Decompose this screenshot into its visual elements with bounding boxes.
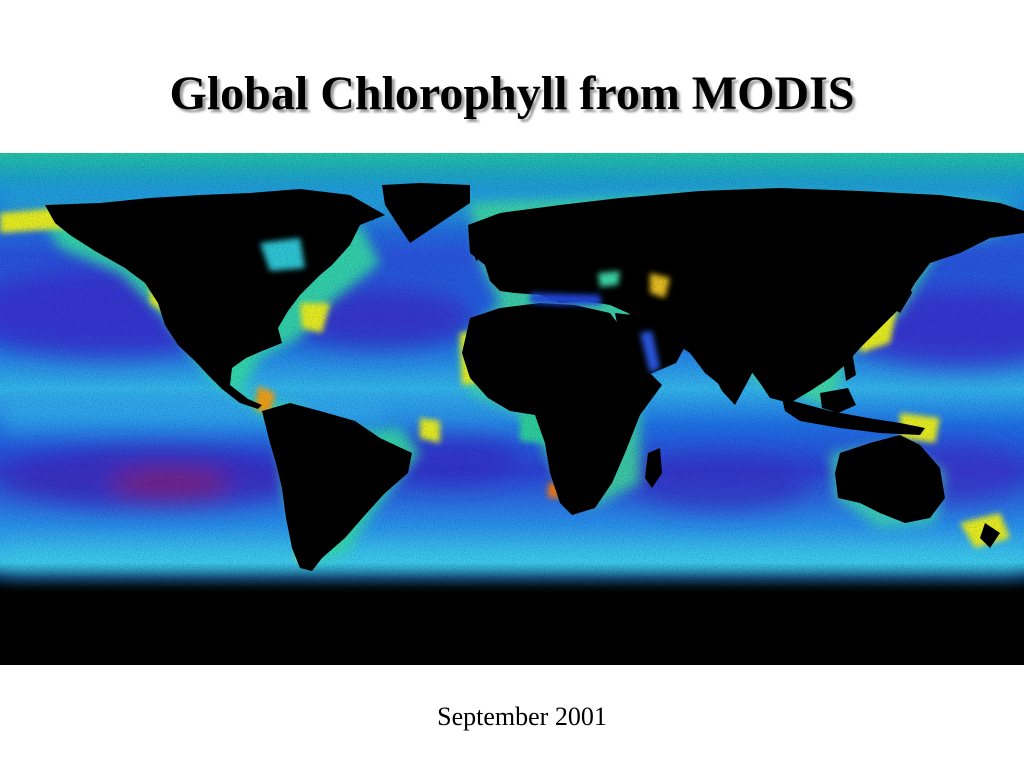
page-title: Global Chlorophyll from MODIS: [169, 67, 855, 120]
chlorophyll-map: [0, 153, 1024, 665]
landmass-antarctica: [0, 593, 1024, 665]
world-map-svg: [0, 153, 1024, 665]
date-caption-text: September 2001: [437, 702, 607, 731]
date-caption: September 2001: [0, 702, 1024, 732]
satellite-noise-texture: [0, 153, 1024, 593]
